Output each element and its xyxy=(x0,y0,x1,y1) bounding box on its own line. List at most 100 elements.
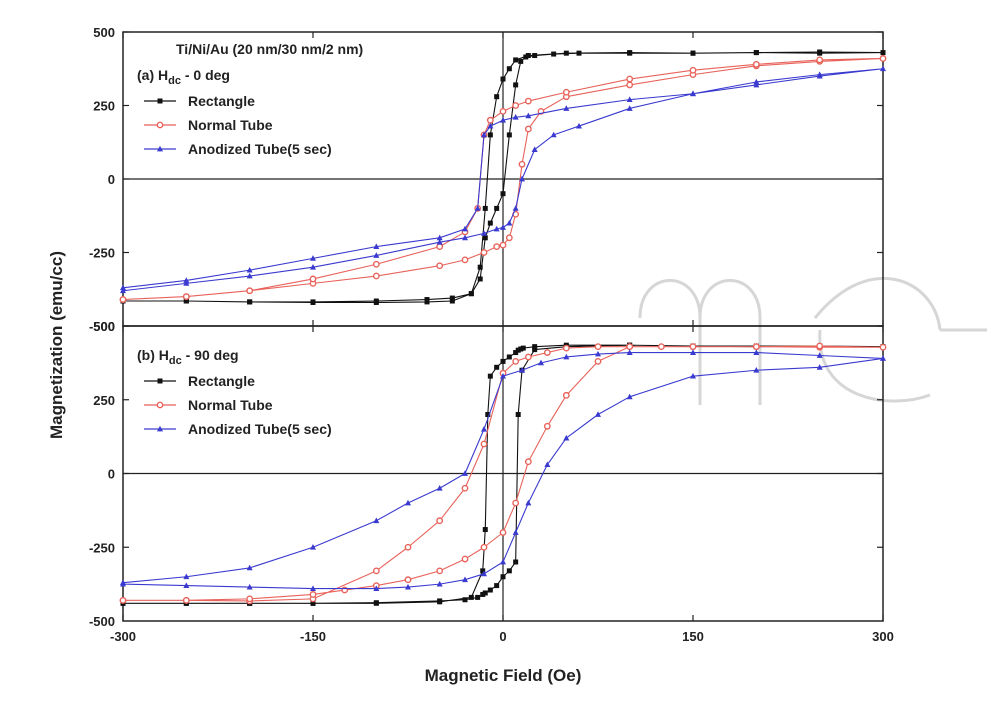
data-point xyxy=(513,559,519,565)
legend-label: Normal Tube xyxy=(188,397,273,413)
data-point xyxy=(119,596,127,604)
data-point xyxy=(690,90,696,97)
data-point xyxy=(525,53,531,59)
data-point xyxy=(505,234,513,242)
data-point xyxy=(562,344,570,352)
data-point xyxy=(562,391,570,399)
data-point xyxy=(310,600,316,606)
series-normal-tube xyxy=(119,342,887,605)
data-point xyxy=(543,422,551,430)
data-point xyxy=(481,230,487,236)
data-point xyxy=(461,555,469,563)
data-point xyxy=(372,260,380,268)
data-point xyxy=(563,434,570,441)
data-point xyxy=(563,50,569,56)
data-point xyxy=(563,105,570,111)
data-point xyxy=(482,235,488,241)
data-point xyxy=(487,220,493,226)
data-point xyxy=(523,54,529,60)
data-point xyxy=(477,276,483,282)
data-point xyxy=(880,50,886,56)
data-point xyxy=(518,58,524,64)
data-point xyxy=(879,55,887,62)
data-point xyxy=(627,50,633,56)
data-point xyxy=(480,543,488,551)
y-tick-label: -500 xyxy=(89,319,115,334)
data-point xyxy=(461,484,469,492)
data-point xyxy=(500,558,506,565)
data-point xyxy=(626,393,633,400)
data-point xyxy=(518,346,524,352)
data-point xyxy=(309,275,317,283)
data-point xyxy=(462,225,468,232)
data-point xyxy=(246,266,253,273)
data-point xyxy=(247,299,253,305)
data-point xyxy=(405,583,411,590)
data-point xyxy=(436,580,443,587)
x-tick-label: 0 xyxy=(499,629,506,644)
data-point xyxy=(487,122,494,129)
data-point xyxy=(562,88,570,96)
data-point xyxy=(482,205,488,211)
x-axis-title: Magnetic Field (Oe) xyxy=(425,666,582,685)
data-point xyxy=(481,131,487,138)
data-point xyxy=(524,458,532,466)
data-point xyxy=(373,585,380,591)
data-point xyxy=(753,367,760,373)
data-point xyxy=(373,517,380,524)
data-point xyxy=(462,234,468,241)
data-point xyxy=(752,60,760,68)
data-point xyxy=(512,114,519,120)
data-point xyxy=(481,570,487,577)
legend-marker xyxy=(157,425,163,432)
x-tick-label: -150 xyxy=(300,629,326,644)
data-point xyxy=(550,131,557,138)
data-point xyxy=(373,298,379,304)
data-point xyxy=(246,564,253,571)
data-point xyxy=(524,97,532,105)
data-point xyxy=(480,249,488,256)
data-point xyxy=(481,426,487,432)
data-point xyxy=(480,440,488,448)
data-point xyxy=(475,594,481,600)
legend-label: Anodized Tube(5 sec) xyxy=(188,141,332,157)
data-point xyxy=(532,344,538,350)
data-point xyxy=(487,132,493,138)
series-line xyxy=(123,51,884,304)
x-tick-label: 300 xyxy=(872,629,894,644)
data-point xyxy=(879,343,887,351)
legend-label: Rectangle xyxy=(188,93,255,109)
y-tick-label: 250 xyxy=(93,99,115,114)
data-point xyxy=(816,364,823,370)
data-point xyxy=(753,81,760,88)
data-point xyxy=(512,357,520,365)
data-point xyxy=(626,349,633,355)
data-point xyxy=(436,567,444,575)
data-point xyxy=(752,343,760,351)
legend-label: Anodized Tube(5 sec) xyxy=(188,421,332,437)
data-point xyxy=(246,583,253,590)
data-point xyxy=(487,587,493,593)
data-point xyxy=(310,544,316,550)
data-point xyxy=(753,349,760,355)
data-point xyxy=(543,349,551,356)
data-point xyxy=(182,293,190,300)
data-point xyxy=(506,132,512,138)
data-point xyxy=(373,252,380,258)
legend-label: Normal Tube xyxy=(188,117,273,133)
data-point xyxy=(246,595,254,603)
data-point xyxy=(120,284,126,291)
data-point xyxy=(480,591,486,597)
data-point xyxy=(594,343,602,351)
data-point xyxy=(500,358,506,364)
data-point xyxy=(480,568,486,574)
data-point xyxy=(499,241,507,249)
data-point xyxy=(512,529,519,535)
data-point xyxy=(477,264,483,270)
y-tick-label: -250 xyxy=(89,540,115,555)
data-point xyxy=(595,350,601,357)
data-point xyxy=(657,343,665,351)
data-point xyxy=(563,353,570,360)
data-point xyxy=(494,364,500,370)
data-point xyxy=(183,582,190,588)
